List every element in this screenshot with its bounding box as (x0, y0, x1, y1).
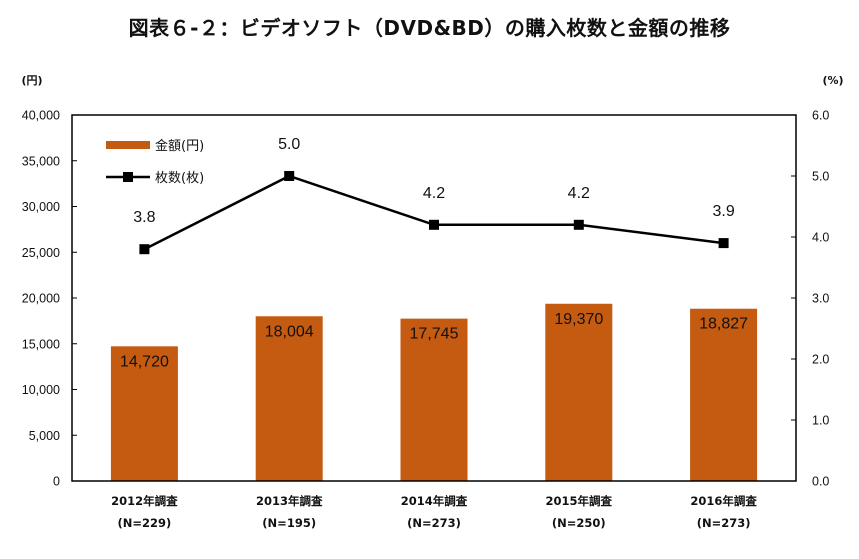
bar-data-label: 14,720 (120, 353, 169, 370)
line-data-label: 3.9 (712, 203, 734, 220)
bar (545, 303, 613, 481)
bar-series: 14,720 18,004 17,745 19,370 18,827 (110, 303, 758, 481)
left-axis-tick-label: 25,000 (22, 246, 60, 260)
line-data-label: 3.8 (133, 209, 155, 226)
bar (690, 308, 758, 481)
line-marker (284, 171, 295, 181)
right-axis-tick-label: 3.0 (812, 292, 829, 306)
legend-bar-label: 金額(円) (155, 138, 204, 154)
legend: 金額(円) 枚数(枚) (106, 138, 204, 186)
left-axis-tick-label: 15,000 (22, 337, 60, 351)
right-axis-tick-label: 2.0 (812, 353, 829, 367)
x-axis-category-sublabel: (N=273) (697, 516, 751, 530)
left-axis-tick-label: 40,000 (22, 109, 60, 123)
left-axis-tick-label: 10,000 (22, 383, 60, 397)
left-axis-tick-label: 0 (53, 475, 60, 489)
bar (110, 346, 178, 481)
line-data-label: 5.0 (278, 136, 300, 153)
left-axis-tick-label: 20,000 (22, 292, 60, 306)
x-axis-category-sublabel: (N=195) (262, 516, 316, 530)
axes: 0 5,000 10,000 15,000 20,000 25,000 30,000 35,0… (21, 74, 843, 530)
line-data-label: 4.2 (423, 185, 445, 202)
x-axis-category-label: 2014年調査 (401, 494, 468, 508)
x-axis-category-label: 2015年調査 (546, 494, 613, 508)
chart-title: 図表６-２：ビデオソフト（DVD&BD）の購入枚数と金額の推移 (128, 16, 731, 40)
bar-data-label: 19,370 (554, 311, 603, 328)
right-axis-unit: (%) (822, 74, 843, 87)
line-marker (139, 244, 150, 255)
line-series: 3.8 5.0 4.2 4.2 3.9 (133, 136, 735, 255)
left-axis-tick-label: 5,000 (29, 429, 60, 443)
x-axis-category-sublabel: (N=250) (552, 516, 606, 530)
bar-data-label: 18,004 (265, 323, 314, 340)
legend-bar-swatch (106, 141, 150, 149)
right-axis-tick-label: 6.0 (812, 109, 829, 123)
bar-data-label: 17,745 (410, 326, 459, 343)
x-axis-category-label: 2016年調査 (690, 494, 757, 508)
right-axis-tick-label: 0.0 (812, 475, 829, 489)
bar (255, 316, 323, 481)
line-marker (429, 219, 439, 230)
line-data-label: 4.2 (568, 185, 590, 202)
x-axis-category-label: 2013年調査 (256, 494, 323, 508)
x-axis-category-label: 2012年調査 (111, 494, 178, 508)
line-marker (573, 219, 584, 230)
left-axis-tick-label: 35,000 (22, 154, 60, 168)
bar-data-label: 18,827 (699, 316, 748, 333)
left-axis-tick-label: 30,000 (22, 200, 60, 214)
left-axis-unit: (円) (21, 74, 42, 87)
x-axis-category-sublabel: (N=229) (118, 516, 172, 530)
bar (400, 318, 468, 481)
right-axis-tick-label: 4.0 (812, 231, 829, 245)
legend-line-label: 枚数(枚) (155, 171, 204, 186)
x-axis-category-sublabel: (N=273) (407, 516, 461, 530)
line-marker (718, 238, 729, 249)
legend-line-marker (123, 172, 133, 182)
right-axis-tick-label: 5.0 (812, 170, 829, 184)
right-axis-tick-label: 1.0 (812, 414, 829, 428)
